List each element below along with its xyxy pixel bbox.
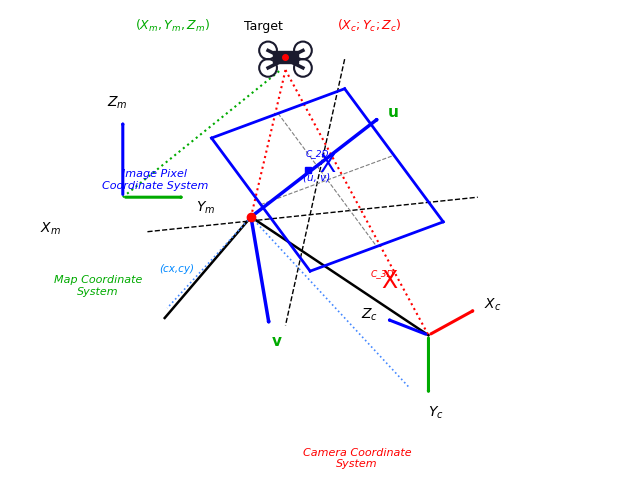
Text: $Z_m$: $Z_m$	[107, 95, 127, 111]
Text: $Y_c$: $Y_c$	[428, 404, 444, 421]
Text: X: X	[381, 269, 397, 293]
Text: u: u	[388, 105, 399, 120]
Text: (cx,cy): (cx,cy)	[159, 264, 195, 274]
Text: Image Pixel
Coordinate System: Image Pixel Coordinate System	[102, 169, 208, 191]
Polygon shape	[273, 51, 298, 63]
Text: Map Coordinate
System: Map Coordinate System	[54, 275, 142, 297]
Text: $Y_m$: $Y_m$	[196, 200, 215, 216]
Text: $X_m$: $X_m$	[40, 221, 61, 238]
Text: X: X	[319, 153, 335, 177]
Text: C_2D: C_2D	[305, 149, 328, 158]
Text: Target: Target	[244, 20, 283, 33]
Text: $X_c$: $X_c$	[484, 296, 501, 313]
Text: $(X_m, Y_m, Z_m)$: $(X_m, Y_m, Z_m)$	[134, 18, 209, 34]
Text: v: v	[271, 334, 282, 349]
Text: Camera Coordinate
System: Camera Coordinate System	[303, 448, 412, 469]
Text: C_3D: C_3D	[371, 269, 394, 278]
Text: (u, v): (u, v)	[303, 173, 330, 182]
Text: $Z_c$: $Z_c$	[360, 306, 378, 323]
Text: $(X_c; Y_c; Z_c)$: $(X_c; Y_c; Z_c)$	[337, 18, 401, 34]
